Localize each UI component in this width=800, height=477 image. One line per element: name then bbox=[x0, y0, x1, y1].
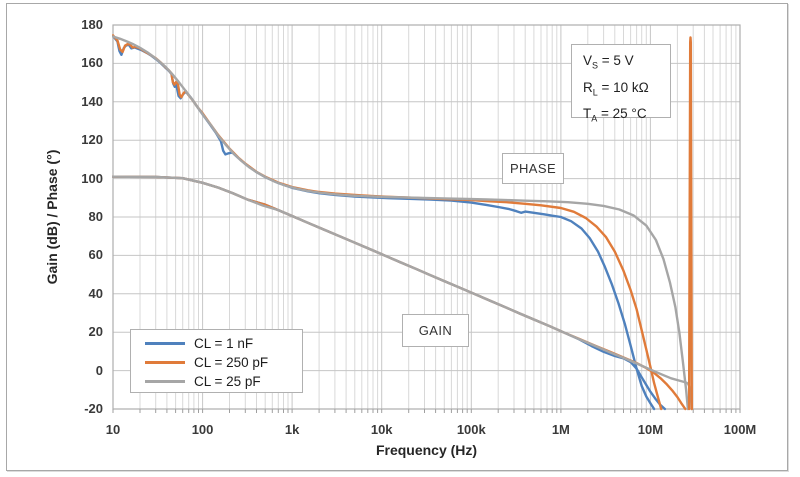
y-tick-label: -20 bbox=[84, 401, 103, 416]
y-tick-label: 100 bbox=[81, 170, 103, 186]
x-tick-label: 100M bbox=[723, 422, 757, 437]
legend-label: CL = 25 pF bbox=[194, 374, 261, 389]
test-conditions-box: VS = 5 V RL = 10 kΩ TA = 25 °C bbox=[571, 44, 671, 124]
x-axis-title: Frequency (Hz) bbox=[375, 442, 478, 458]
y-tick-label: 80 bbox=[88, 209, 103, 224]
condition-line: RL = 10 kΩ bbox=[583, 79, 649, 98]
x-tick-label: 100k bbox=[456, 422, 486, 437]
x-tick-label: 100 bbox=[191, 422, 214, 437]
series-gain-cl-250-pf-resonance-spike bbox=[687, 36, 693, 411]
x-tick-label: 1M bbox=[551, 422, 570, 437]
y-tick-label: 120 bbox=[81, 132, 103, 148]
gain-curves-label: GAIN bbox=[402, 314, 469, 347]
legend-line-swatch bbox=[145, 342, 185, 345]
x-tick-label: 1k bbox=[284, 422, 300, 437]
condition-line: VS = 5 V bbox=[583, 53, 634, 71]
legend: CL = 1 nF CL = 250 pF CL = 25 pF bbox=[130, 329, 303, 393]
series-phase-cl-25-pf bbox=[112, 35, 690, 411]
y-tick-label: 180 bbox=[81, 17, 103, 32]
legend-item: CL = 25 pF bbox=[131, 372, 302, 391]
x-tick-label: 10k bbox=[370, 422, 393, 437]
y-tick-label: 20 bbox=[88, 324, 103, 340]
y-tick-label: 0 bbox=[95, 362, 103, 378]
x-tick-label: 10 bbox=[105, 422, 121, 437]
phase-curves-label: PHASE bbox=[502, 153, 564, 184]
legend-line-swatch bbox=[145, 361, 185, 364]
x-tick-label: 10M bbox=[637, 422, 664, 437]
plot-frame bbox=[112, 24, 741, 410]
y-axis-title: Gain (dB) / Phase (°) bbox=[44, 149, 60, 285]
legend-label: CL = 1 nF bbox=[194, 336, 254, 351]
y-tick-label: 60 bbox=[88, 247, 103, 263]
series-gain-cl-25-pf bbox=[112, 175, 693, 411]
y-tick-label: 40 bbox=[88, 285, 103, 301]
y-tick-label: 160 bbox=[81, 55, 103, 71]
legend-item: CL = 250 pF bbox=[131, 353, 302, 372]
legend-line-swatch bbox=[145, 380, 185, 383]
y-tick-label: 140 bbox=[81, 93, 103, 109]
condition-line: TA = 25 °C bbox=[583, 106, 647, 125]
legend-label: CL = 250 pF bbox=[194, 355, 269, 370]
legend-item: CL = 1 nF bbox=[131, 334, 302, 353]
